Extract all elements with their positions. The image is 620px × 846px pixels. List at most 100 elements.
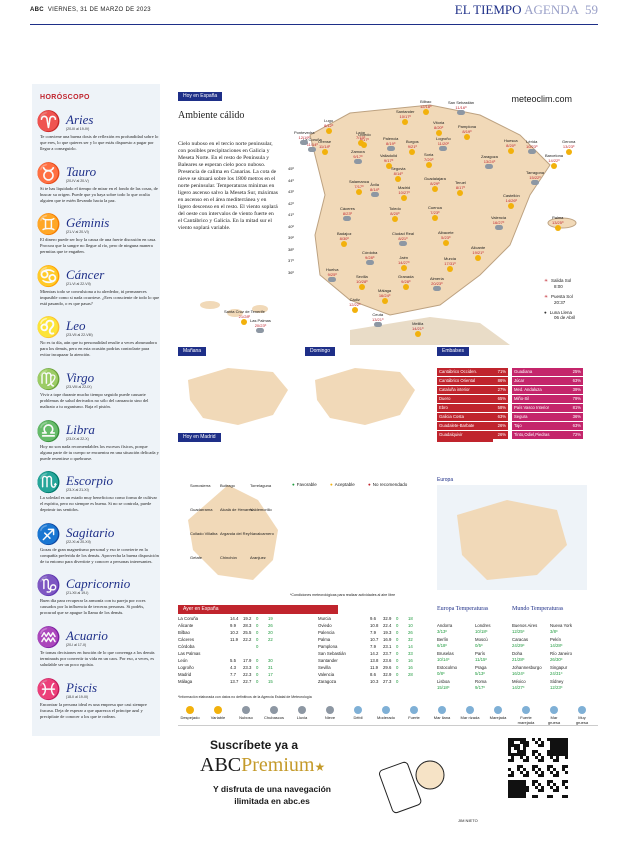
sign-dates: (23-VII al 22-VIII) — [66, 333, 93, 338]
qr-module — [565, 771, 568, 774]
sun-icon — [457, 190, 464, 196]
sun-icon — [447, 266, 453, 272]
ad-brand-premium: Premium — [241, 754, 315, 776]
yesterday-cell: 32.9 — [383, 616, 392, 621]
sun-icon — [361, 142, 368, 148]
qr-module — [553, 744, 556, 747]
qr-module — [550, 753, 553, 756]
sign-text: No es tu día, aún que tu personalidad re… — [40, 340, 157, 358]
weather-icon — [550, 706, 558, 714]
morning-map-shape — [188, 368, 288, 425]
reservoir-name: Miño-Sil — [514, 396, 530, 401]
yesterday-cell: La Coruña — [178, 616, 199, 621]
city-forecast: Bilbao 12/18º — [420, 99, 431, 115]
yesterday-cell: 0 — [256, 658, 259, 663]
qr-module — [565, 738, 568, 741]
qr-module — [523, 789, 526, 792]
city-temp: 8/17º — [455, 184, 466, 190]
qr-module — [520, 753, 523, 756]
city-forecast: Orense 11/14º — [318, 139, 331, 155]
city-temp: 7/17º — [354, 183, 364, 189]
reservoir-row: Cantábrico Oriental 86% — [437, 377, 508, 385]
reservoir-name: Duero — [439, 396, 451, 401]
qr-code-icon[interactable] — [508, 738, 568, 798]
europe-shape — [457, 500, 567, 580]
madrid-town: Alcalá de Henares — [220, 507, 253, 512]
qr-module — [520, 750, 523, 753]
qr-module — [532, 783, 535, 786]
qr-module — [508, 795, 511, 798]
premium-ad[interactable] — [178, 725, 598, 833]
qr-module — [508, 741, 511, 744]
reservoir-row: Galicia Costa 63% — [437, 413, 508, 421]
sign-dates: (20-III al 19-IV) — [66, 127, 90, 131]
city-name: Andorra — [437, 623, 453, 628]
yesterday-cell: San Sebastián — [318, 651, 346, 656]
sign-dates: (23-X al 21-XI) — [66, 488, 89, 493]
sign-text: La soledad es un estado muy beneficioso … — [40, 495, 157, 513]
qr-module — [511, 783, 514, 786]
qr-module — [562, 750, 565, 753]
city-forecast: Oviedo 8/17º — [358, 132, 371, 148]
cloud-icon — [328, 277, 337, 282]
weather-legend-item: Despejado — [180, 706, 200, 720]
qr-module — [550, 780, 553, 783]
qr-module — [547, 750, 550, 753]
qr-module — [553, 741, 556, 744]
yesterday-cell: 0 — [256, 665, 259, 670]
city-forecast: San Sebastián 11/16º — [448, 100, 474, 115]
weather-icon — [186, 706, 194, 714]
sun-icon — [425, 162, 432, 168]
reservoir-name: Guadalquivir — [439, 432, 463, 437]
reservoir-row: Segura 36% — [512, 413, 583, 421]
city-temp: 8/12º — [324, 122, 334, 128]
yesterday-cell: 26 — [408, 630, 413, 635]
yesterday-cell: 28.3 — [243, 623, 252, 628]
sun-icon — [381, 298, 388, 304]
sun-value: 8:00 — [554, 284, 563, 289]
city-temp: 9/21º — [407, 143, 417, 149]
sign-name: Escorpio — [66, 473, 113, 489]
city-name: Ciudad Real — [392, 231, 415, 236]
qr-module — [517, 783, 520, 786]
yesterday-cell: 10 — [408, 623, 413, 628]
ad-line3: ilimitada en abc.es — [234, 796, 310, 806]
city-temp: 0/5º — [475, 643, 483, 648]
weather-legend-item: Lluvia — [292, 706, 312, 720]
qr-module — [526, 759, 529, 762]
city-name: Estocolmo — [437, 665, 458, 670]
city-name: Málaga — [378, 288, 392, 293]
sign-dates: (21-V al 20-VI) — [66, 230, 89, 235]
city-name: Nueva York — [550, 623, 572, 628]
city-name: Segovia — [391, 166, 406, 171]
yesterday-cell: Pamplona — [318, 644, 338, 649]
europe-temps-title: Europa Temperaturas — [437, 606, 489, 612]
weather-icon — [214, 706, 222, 714]
city-forecast: Segovia 8/14º — [391, 166, 406, 182]
yesterday-cell: Logroño — [178, 665, 194, 670]
city-name: Badajoz — [337, 231, 352, 236]
city-name: Murcia — [444, 256, 457, 261]
zodiac-icon: ♌ — [36, 317, 61, 340]
qr-module — [526, 756, 529, 759]
horoscope-sign: ♑ Capricornio (21-XII al 19-I) Buen día par… — [36, 576, 160, 626]
yesterday-cell: Murcia — [318, 616, 331, 621]
source-credit: meteoclim.com — [511, 94, 572, 104]
city-name: Burgos — [406, 139, 419, 144]
weather-legend-label: Marejada — [489, 715, 507, 720]
sun-moon-item: ☀ Puesta Sol 20:37 — [544, 294, 573, 305]
sunday-map-shape — [315, 368, 415, 425]
sun-icon — [358, 284, 365, 290]
cat-head-shape — [415, 760, 445, 790]
qr-module — [520, 795, 523, 798]
sign-text: Encontrar la persona ideal es una empres… — [40, 701, 147, 719]
qr-modules — [508, 738, 568, 798]
reservoir-value: 26% — [497, 423, 506, 428]
city-forecast: Cádiz 12/22º — [349, 297, 360, 313]
sun-value: 06 de Abril — [554, 315, 576, 320]
yesterday-cell: 9.9 — [230, 623, 236, 628]
yesterday-cell: 17.9 — [243, 658, 252, 663]
latitude-label: 44º — [288, 177, 294, 183]
yesterday-cell: Cáceres — [178, 637, 195, 642]
city-name: Almería — [430, 276, 444, 281]
